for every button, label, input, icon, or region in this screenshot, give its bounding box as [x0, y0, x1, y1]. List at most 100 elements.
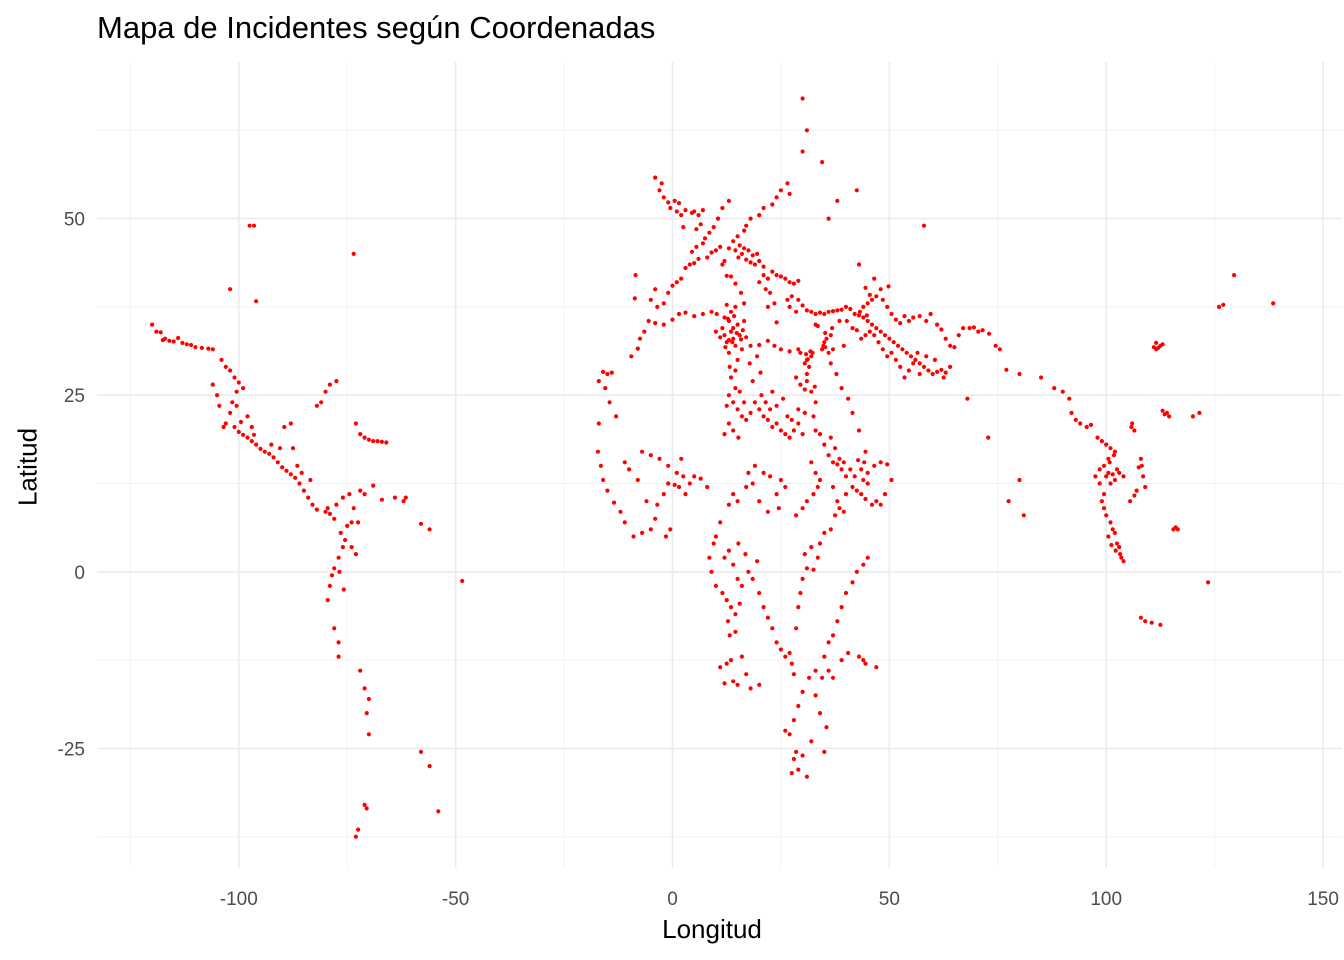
data-point	[776, 506, 781, 511]
data-point	[813, 400, 818, 405]
y-tick-label: 0	[74, 563, 85, 584]
data-point	[306, 495, 311, 500]
data-point	[1139, 463, 1144, 468]
data-point	[778, 188, 784, 193]
data-point	[731, 679, 736, 684]
data-point	[744, 335, 749, 340]
data-point	[666, 200, 671, 205]
data-point	[906, 368, 912, 373]
data-point	[427, 527, 432, 532]
data-point	[1158, 622, 1163, 627]
data-point	[310, 502, 315, 507]
data-point	[830, 309, 836, 314]
data-point	[804, 774, 810, 779]
data-point	[640, 530, 645, 536]
data-point	[707, 555, 712, 560]
data-point	[249, 439, 254, 444]
data-point	[826, 309, 831, 314]
data-point	[987, 331, 992, 336]
data-point	[789, 417, 794, 422]
minor-gridlines	[97, 62, 1342, 868]
data-point	[830, 347, 836, 352]
data-point	[817, 432, 823, 437]
data-point	[889, 311, 894, 317]
data-point	[882, 333, 888, 338]
data-point	[622, 520, 627, 525]
data-point	[846, 396, 851, 401]
data-point	[939, 327, 944, 332]
data-point	[824, 725, 829, 730]
data-point	[364, 711, 369, 716]
data-point	[1160, 408, 1165, 413]
data-point	[1175, 527, 1180, 532]
data-point	[863, 285, 868, 290]
data-point	[633, 273, 638, 278]
data-point	[230, 400, 235, 405]
data-point	[731, 492, 736, 497]
data-point	[774, 403, 779, 408]
data-point	[872, 333, 877, 338]
data-point	[898, 321, 903, 326]
data-point	[822, 442, 827, 447]
data-point	[746, 470, 751, 475]
data-point	[648, 297, 653, 302]
data-point	[865, 301, 870, 306]
data-point	[1121, 474, 1126, 479]
data-point	[683, 310, 688, 315]
data-point	[1112, 530, 1117, 536]
data-point	[334, 502, 339, 507]
data-point	[874, 499, 879, 504]
data-point	[158, 330, 163, 335]
data-point	[796, 421, 801, 426]
data-point	[648, 453, 653, 458]
data-point	[882, 492, 888, 497]
data-point	[770, 626, 775, 631]
data-point	[839, 386, 844, 391]
data-point	[340, 545, 345, 550]
data-point	[728, 329, 734, 334]
data-point	[1232, 273, 1237, 278]
data-point	[1119, 555, 1124, 560]
data-point	[288, 472, 293, 477]
data-point	[863, 333, 868, 338]
data-point	[895, 343, 901, 348]
data-point	[725, 316, 731, 321]
data-point	[783, 654, 788, 659]
data-point	[657, 188, 662, 193]
data-point	[351, 251, 356, 256]
data-point	[366, 437, 371, 442]
data-point	[733, 281, 738, 286]
data-point	[375, 439, 380, 444]
data-point	[757, 258, 762, 264]
data-point	[705, 484, 710, 490]
data-point	[217, 403, 222, 408]
data-point	[245, 435, 250, 440]
data-point	[828, 333, 833, 338]
data-point	[1132, 493, 1137, 498]
data-point	[761, 273, 766, 278]
data-point	[924, 318, 929, 324]
data-point	[765, 338, 771, 343]
data-point	[223, 421, 228, 426]
data-point	[817, 541, 823, 546]
data-point	[841, 460, 846, 465]
data-point	[774, 421, 779, 426]
data-point	[862, 460, 867, 465]
data-point	[727, 633, 732, 638]
data-point	[631, 534, 636, 539]
data-point	[736, 435, 741, 440]
data-point	[733, 386, 738, 391]
data-point	[238, 419, 244, 425]
data-point	[251, 223, 257, 228]
data-point	[865, 470, 870, 475]
data-point	[711, 541, 716, 546]
data-point	[1164, 410, 1169, 415]
data-point	[917, 371, 922, 377]
x-tick-label: 150	[1307, 889, 1339, 910]
data-point	[215, 393, 220, 398]
data-point	[228, 410, 233, 415]
data-point	[247, 223, 252, 228]
data-point	[1114, 467, 1120, 472]
data-point	[676, 311, 682, 317]
data-point	[637, 336, 643, 341]
